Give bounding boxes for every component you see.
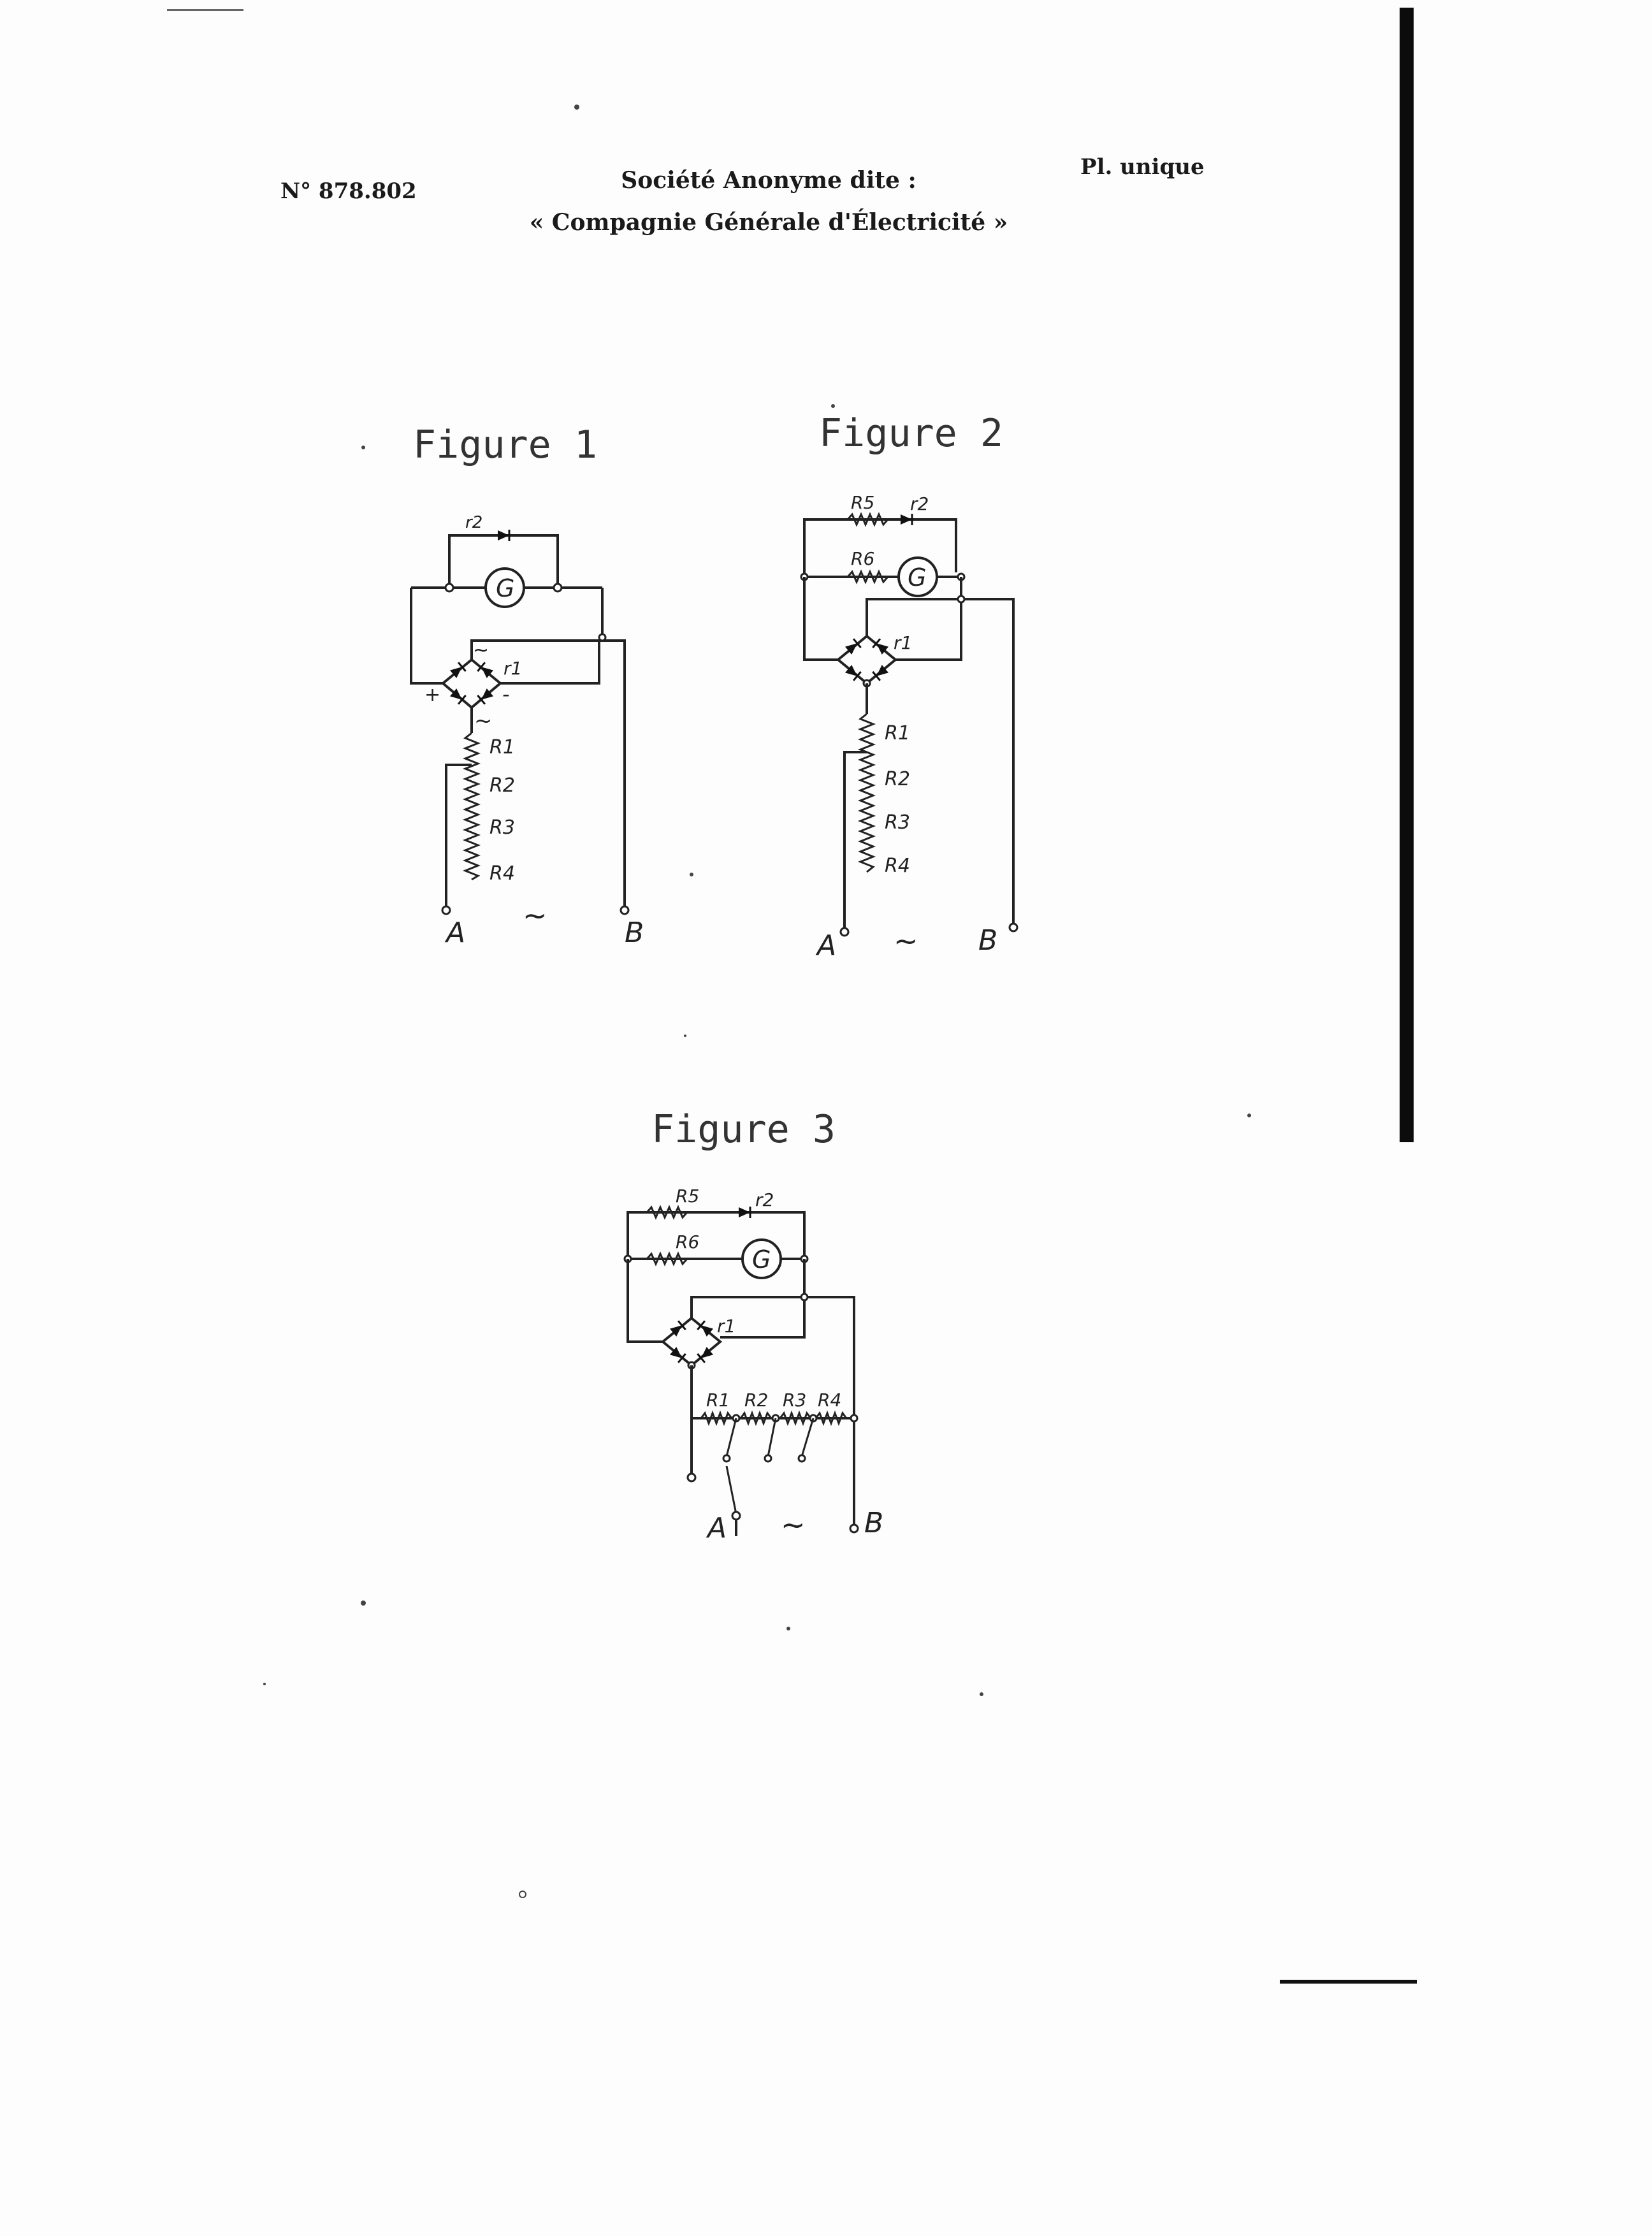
fig2-terminal-b <box>1010 924 1017 931</box>
fig2-label-g: G <box>908 563 926 592</box>
fig2-resistor-chain <box>860 714 873 872</box>
fig1-label-ac: ~ <box>523 898 547 933</box>
figure-2-title: Figure 2 <box>819 411 1003 456</box>
fig1-terminal-a <box>442 906 450 914</box>
fig2-left-frame <box>804 577 838 660</box>
fig3-label-B: B <box>864 1507 883 1539</box>
fig2-resistor-R5 <box>848 514 888 525</box>
fig1-label-plus: + <box>424 684 440 706</box>
fig3-tap-4 <box>851 1415 857 1421</box>
figure-1-title: Figure 1 <box>413 423 597 467</box>
fig3-bridge-ac-to-b <box>692 1297 854 1527</box>
fig3-label-R2: R2 <box>744 1390 768 1411</box>
fig1-node-a <box>446 584 453 592</box>
fig3-label-R5: R5 <box>676 1186 699 1207</box>
fig1-label-A: A <box>444 917 465 949</box>
fig1-label-r2: r2 <box>465 513 482 532</box>
fig3-resistor-R5 <box>647 1207 687 1217</box>
fig3-left-frame <box>628 1259 663 1342</box>
fig3-label-R1: R1 <box>706 1390 730 1411</box>
fig2-label-B: B <box>978 924 997 957</box>
fig3-contact-node-1 <box>723 1455 730 1462</box>
fig1-label-g: G <box>496 574 514 602</box>
scan-ring <box>519 1891 526 1898</box>
fig1-label-R1: R1 <box>489 736 515 759</box>
fig1-label-R3: R3 <box>489 817 515 839</box>
fig3-switch-arm <box>727 1466 736 1514</box>
fig3-bridge <box>663 1318 720 1365</box>
fig3-diode-r2 <box>739 1207 750 1218</box>
fig1-label-ac-bottom: ~ <box>474 708 493 734</box>
fig3-label-R4: R4 <box>818 1390 841 1411</box>
fig1-label-B: B <box>625 917 644 949</box>
fig3-switch-pivot <box>732 1512 740 1520</box>
fig3-label-R3: R3 <box>783 1390 806 1411</box>
fig1-diode-r2 <box>498 530 509 541</box>
fig1-left-frame <box>411 588 443 683</box>
fig3-terminal-b <box>850 1525 858 1532</box>
figure-2: Figure 2 R5 r2 G R6 <box>801 411 1017 962</box>
fig2-diode-r2 <box>901 514 912 525</box>
fig3-contact-2 <box>768 1418 776 1456</box>
fig1-label-ac-top: ~ <box>473 639 489 662</box>
fig2-terminal-a <box>841 928 848 936</box>
fig2-label-r2: r2 <box>910 493 929 514</box>
fig2-label-ac: ~ <box>894 924 918 958</box>
fig3-left-lead-node <box>688 1474 695 1481</box>
fig3-label-g: G <box>752 1245 771 1274</box>
fig1-bridge <box>443 660 500 708</box>
fig1-terminal-b <box>621 906 628 914</box>
fig3-label-r2: r2 <box>755 1189 774 1210</box>
fig1-label-R4: R4 <box>489 862 515 885</box>
fig2-label-A: A <box>815 929 836 962</box>
fig3-contact-node-3 <box>799 1455 805 1462</box>
figure-1: Figure 1 r2 G r1 + <box>411 423 644 949</box>
fig1-label-R2: R2 <box>489 774 515 797</box>
fig3-label-A: A <box>706 1512 727 1544</box>
fig2-label-R6: R6 <box>851 548 874 569</box>
fig2-label-R4: R4 <box>885 855 910 877</box>
fig2-resistor-R6 <box>848 572 888 582</box>
fig3-contact-1 <box>727 1418 736 1456</box>
fig3-node-c <box>801 1294 808 1300</box>
fig2-label-R2: R2 <box>885 768 910 790</box>
fig2-label-R5: R5 <box>851 492 874 513</box>
fig2-node-c <box>958 596 964 602</box>
fig3-label-r1: r1 <box>717 1316 735 1337</box>
fig3-contact-node-2 <box>765 1455 771 1462</box>
fig1-label-r1: r1 <box>504 658 522 679</box>
fig3-label-ac: ~ <box>781 1507 806 1542</box>
fig1-label-minus: - <box>502 682 510 706</box>
fig2-label-R3: R3 <box>885 811 910 834</box>
fig2-bridge <box>838 636 895 683</box>
fig1-tap-wire <box>446 765 472 908</box>
fig2-label-R1: R1 <box>885 722 910 744</box>
figure-3-title: Figure 3 <box>651 1107 836 1152</box>
scan-specks <box>263 105 1251 1696</box>
fig1-node-c <box>599 634 605 641</box>
fig1-node-b <box>554 584 562 592</box>
fig1-resistor-chain <box>465 733 478 880</box>
fig2-label-r1: r1 <box>894 632 912 653</box>
figure-3: Figure 3 R5 r2 G R6 <box>625 1107 883 1544</box>
fig3-label-R6: R6 <box>676 1231 699 1252</box>
fig3-resistor-R6 <box>647 1254 687 1264</box>
